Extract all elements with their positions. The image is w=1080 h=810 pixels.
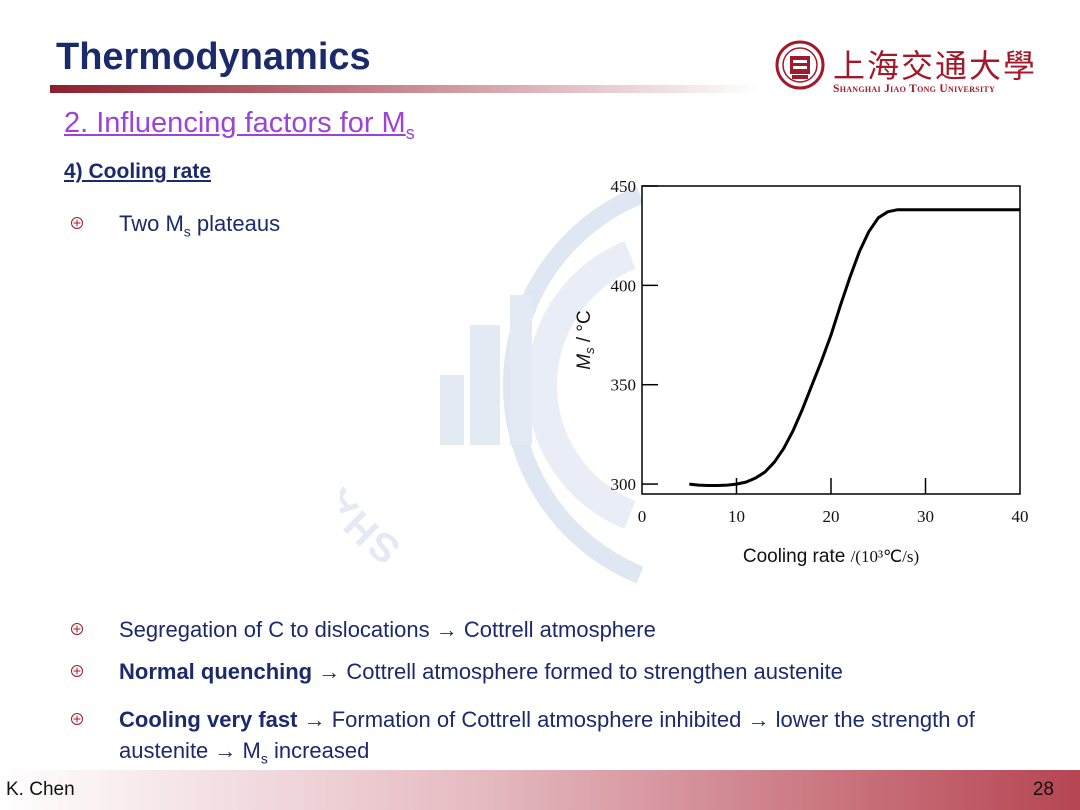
footer-bar: K. Chen 28 [0, 770, 1080, 810]
page-number: 28 [1032, 779, 1054, 800]
logo-chinese-name: 上海交通大學 [833, 47, 1038, 85]
bullet-fragment: → Formation of Cottrell atmosphere inhib… [119, 707, 975, 763]
bullet-text: Cooling very fast → Formation of Cottrel… [119, 704, 1019, 774]
slide-title: Thermodynamics [56, 36, 371, 78]
university-seal-icon [775, 40, 825, 90]
y-tick-label: 300 [611, 475, 637, 494]
x-tick-label: 10 [728, 507, 745, 526]
x-tick-label: 20 [823, 507, 840, 526]
footer-author: K. Chen [6, 779, 75, 800]
y-tick-label: 450 [611, 177, 637, 196]
header-bar [50, 85, 760, 93]
x-axis-label: Cooling rate /(10³℃/s) [743, 546, 919, 567]
bullet-subscript: s [260, 750, 268, 767]
bullet-subscript: s [183, 223, 191, 240]
watermark-emblem-icon: SHANGHAI JIAO [340, 186, 644, 584]
ms-vs-cooling-rate-chart: 300 350 400 450 0 10 20 30 40 Ms / °C Cooling rate… [574, 177, 1029, 567]
section-heading: 4) Cooling rate [64, 160, 212, 183]
y-tick-label: 350 [611, 376, 637, 395]
x-tick-label: 30 [917, 507, 934, 526]
bullet-icon [71, 665, 83, 677]
bullet-fragment: plateaus [190, 211, 281, 236]
bullet-fragment: Segregation of C to dislocations → Cottr… [119, 617, 656, 642]
svg-text:SHANGHAI JIAO: SHANGHAI JIAO [340, 247, 408, 572]
bullet-icon [71, 713, 83, 725]
bullet-text: Normal quenching → Cottrell atmosphere f… [119, 656, 1019, 687]
y-tick-label: 400 [611, 276, 637, 295]
bullet-text: Two Ms plateaus [119, 208, 1019, 247]
logo-english-name: Shanghai Jiao Tong University [833, 83, 996, 95]
bullet-icon [71, 623, 83, 635]
bullet-fragment: Two M [119, 211, 184, 236]
plot-frame [641, 185, 1021, 495]
subtitle-main: 2. Influencing factors for M [64, 107, 406, 139]
watermark-text: SHANGHAI JIAO [340, 247, 408, 572]
bullet-fragment: Cooling very fast [119, 707, 298, 732]
slide-subtitle: 2. Influencing factors for Ms [64, 107, 415, 144]
bullet-fragment: Normal quenching [119, 659, 313, 684]
x-tick-label: 40 [1012, 507, 1029, 526]
bullet-fragment: → Cottrell atmosphere formed to strength… [312, 659, 843, 684]
university-logo: 上海交通大學 Shanghai Jiao Tong University [775, 35, 1035, 105]
x-tick-label: 0 [638, 507, 647, 526]
bullet-fragment: increased [267, 738, 370, 763]
y-axis-label: Ms / °C [574, 310, 597, 369]
subtitle-subscript: s [405, 122, 415, 143]
series-line [689, 208, 1020, 487]
bullet-text: Segregation of C to dislocations → Cottr… [119, 614, 1019, 645]
bullet-icon [71, 217, 83, 229]
